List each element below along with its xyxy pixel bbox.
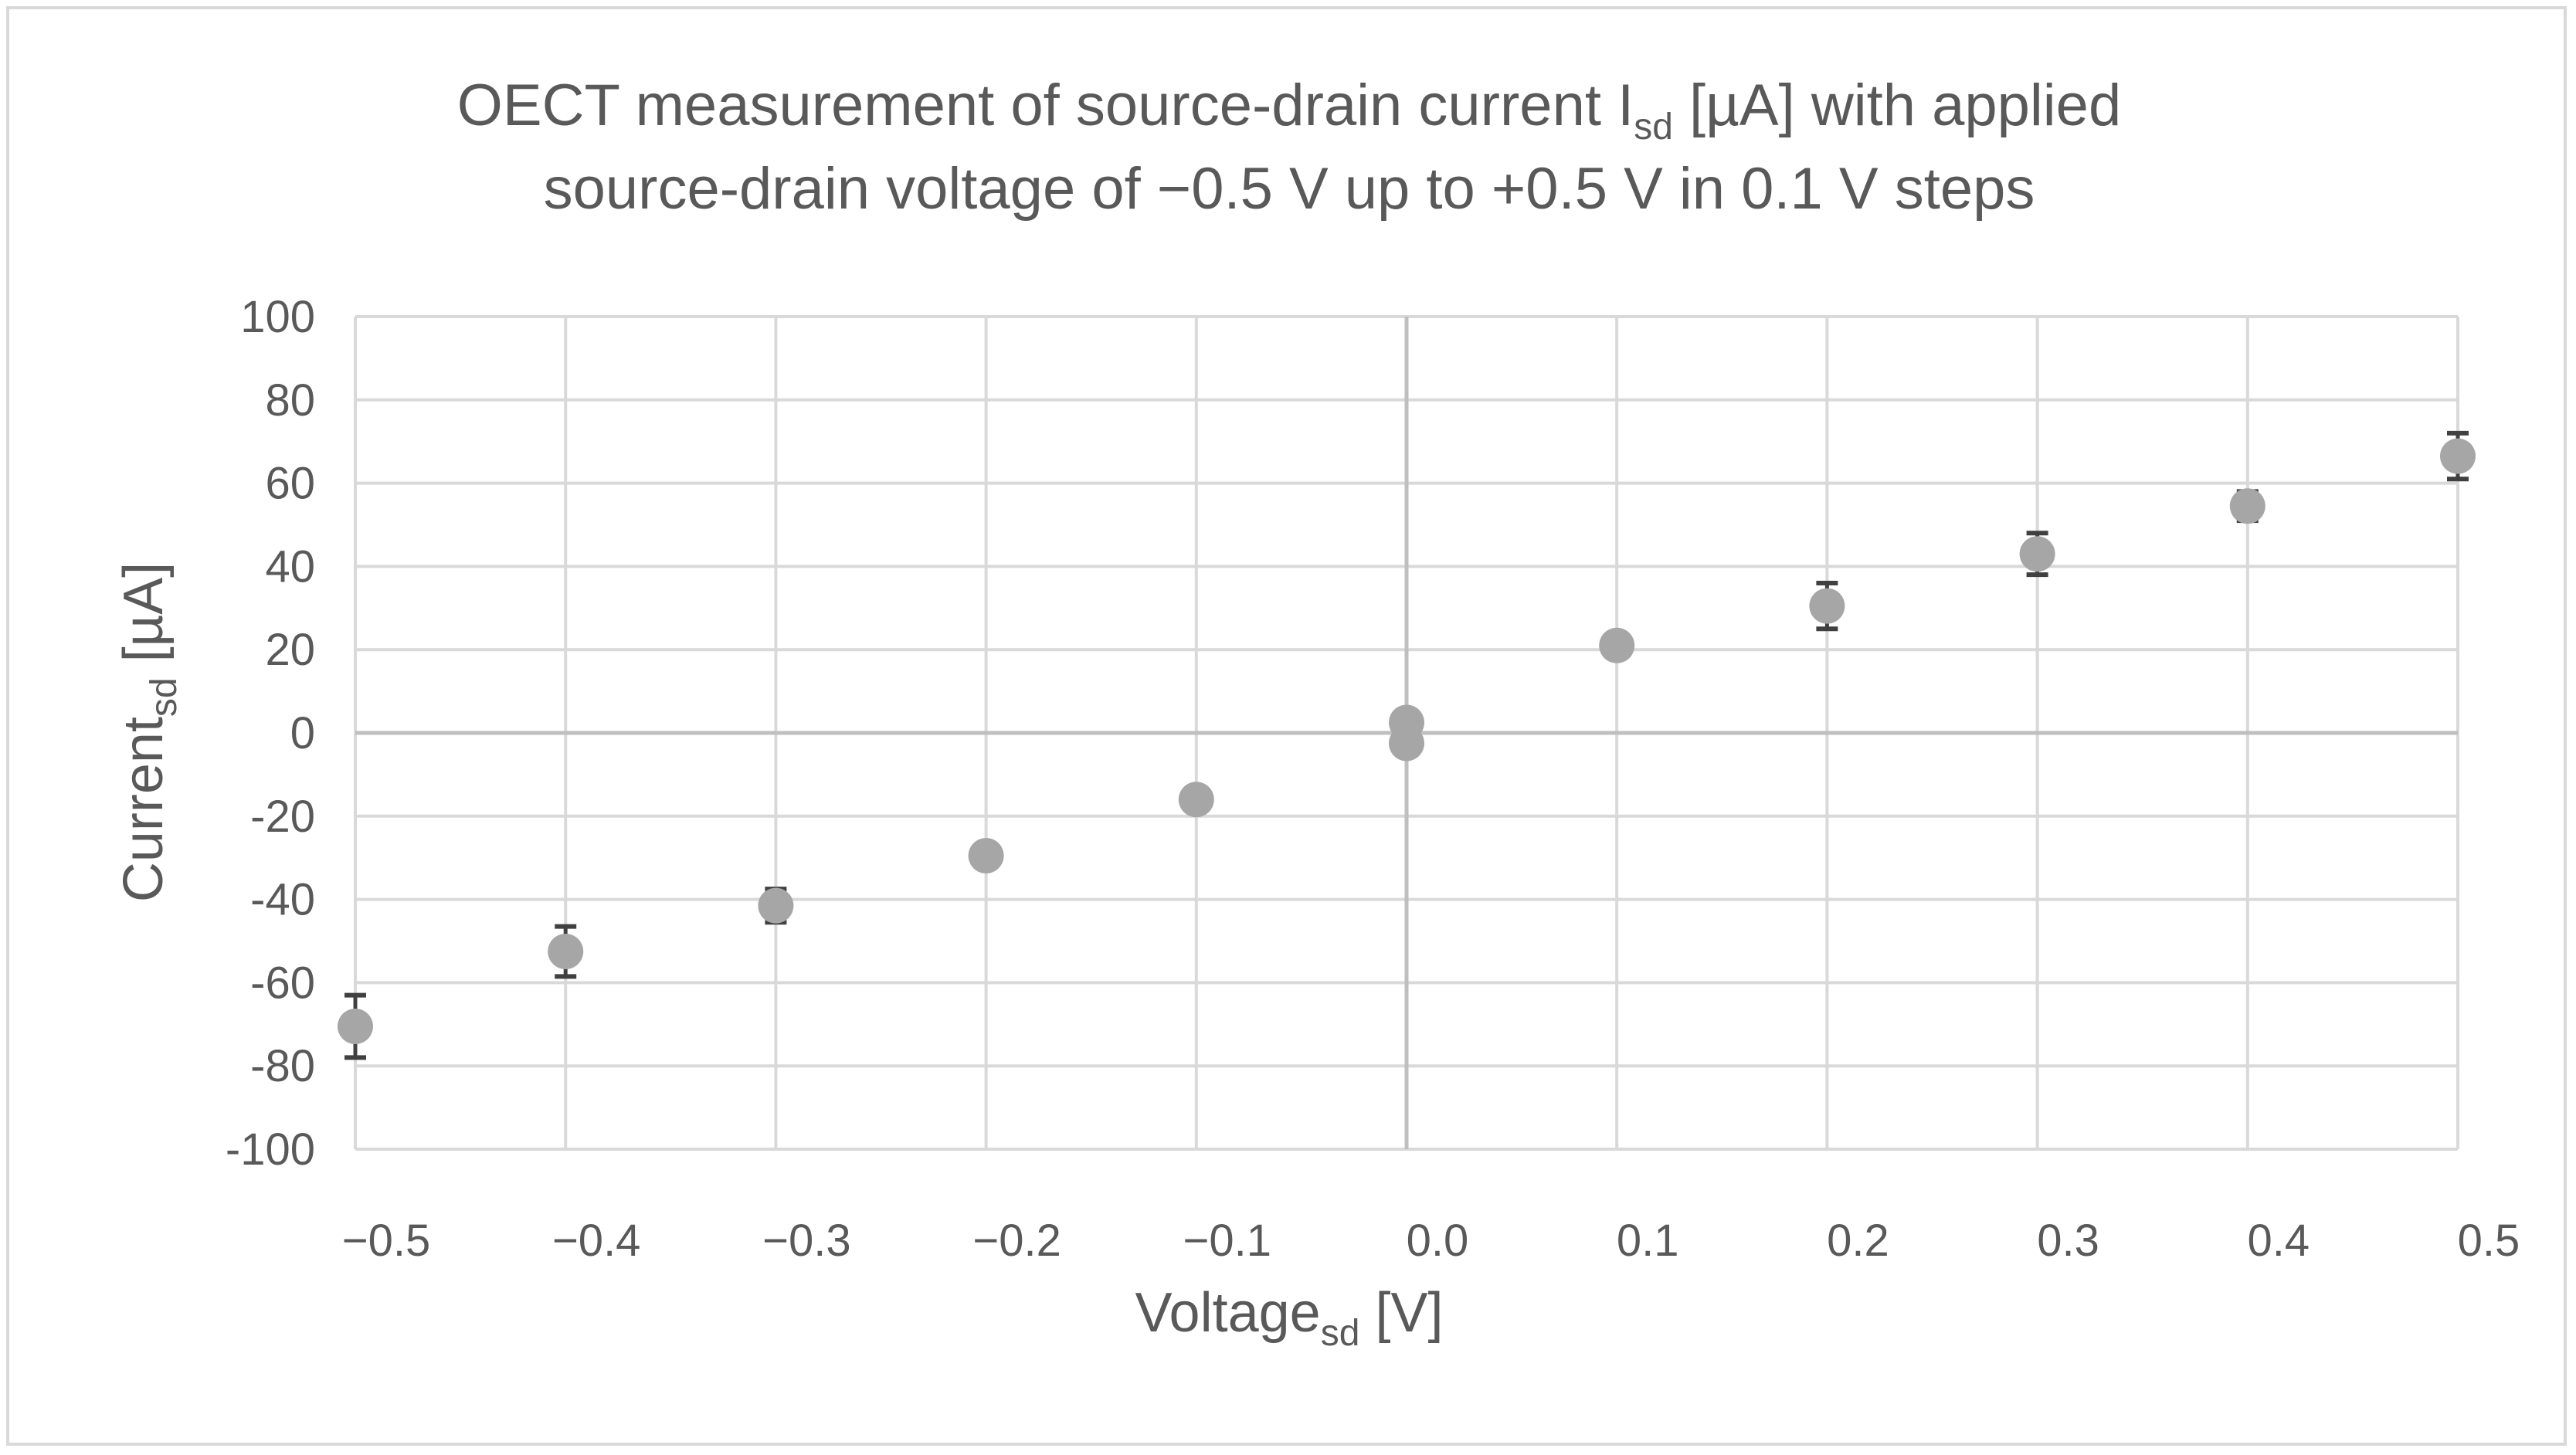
y-tick-label: 100 [240,292,315,342]
x-tick-label: 0.3 [2037,1216,2099,1266]
x-tick-label: 0.4 [2247,1216,2310,1266]
chart-title-line1: OECT measurement of source-drain current… [457,73,2121,148]
y-tick-label: -20 [250,792,315,842]
data-point [758,887,794,924]
data-point [2440,438,2476,474]
y-tick-label: 80 [265,375,315,426]
x-tick-label: −0.2 [972,1216,1061,1266]
data-point [1389,725,1424,761]
x-tick-label: −0.5 [342,1216,431,1266]
x-tick-label: 0.0 [1407,1216,1469,1266]
data-point [1178,782,1214,818]
y-tick-label: 40 [265,541,315,592]
y-axis-title: Currentsd [µA] [113,562,185,902]
data-point [548,933,584,969]
y-tick-label: 20 [265,625,315,675]
data-layer [338,430,2476,1060]
data-point [2229,488,2265,524]
x-tick-label: −0.1 [1183,1216,1272,1266]
y-tick-label: 60 [265,459,315,509]
chart-frame: OECT measurement of source-drain current… [6,6,2567,1446]
y-tick-label: -80 [250,1041,315,1091]
y-tick-label: 0 [290,708,315,758]
chart-svg: OECT measurement of source-drain current… [113,73,2520,1354]
chart-title-line2: source-drain voltage of −0.5 V up to +0.… [544,156,2035,222]
data-point [2019,536,2055,572]
data-point [1809,588,1845,624]
data-point [1599,627,1635,663]
y-tick-label: -40 [250,875,315,925]
data-point [968,838,1004,874]
x-tick-label: 0.5 [2458,1216,2520,1266]
y-tick-label: -60 [250,958,315,1008]
x-tick-label: 0.1 [1617,1216,1679,1266]
y-tick-label: -100 [226,1124,315,1175]
tick-layer: 100 80 60 40 20 0 -20 -40 -60 -80 -100 −0.5 −0.4 −0.3… [226,292,2520,1266]
x-tick-label: −0.3 [762,1216,851,1266]
x-tick-label: 0.2 [1827,1216,1889,1266]
data-point [338,1008,373,1044]
x-axis-title: Voltagesd [V] [1135,1282,1444,1354]
x-tick-label: −0.4 [552,1216,641,1266]
